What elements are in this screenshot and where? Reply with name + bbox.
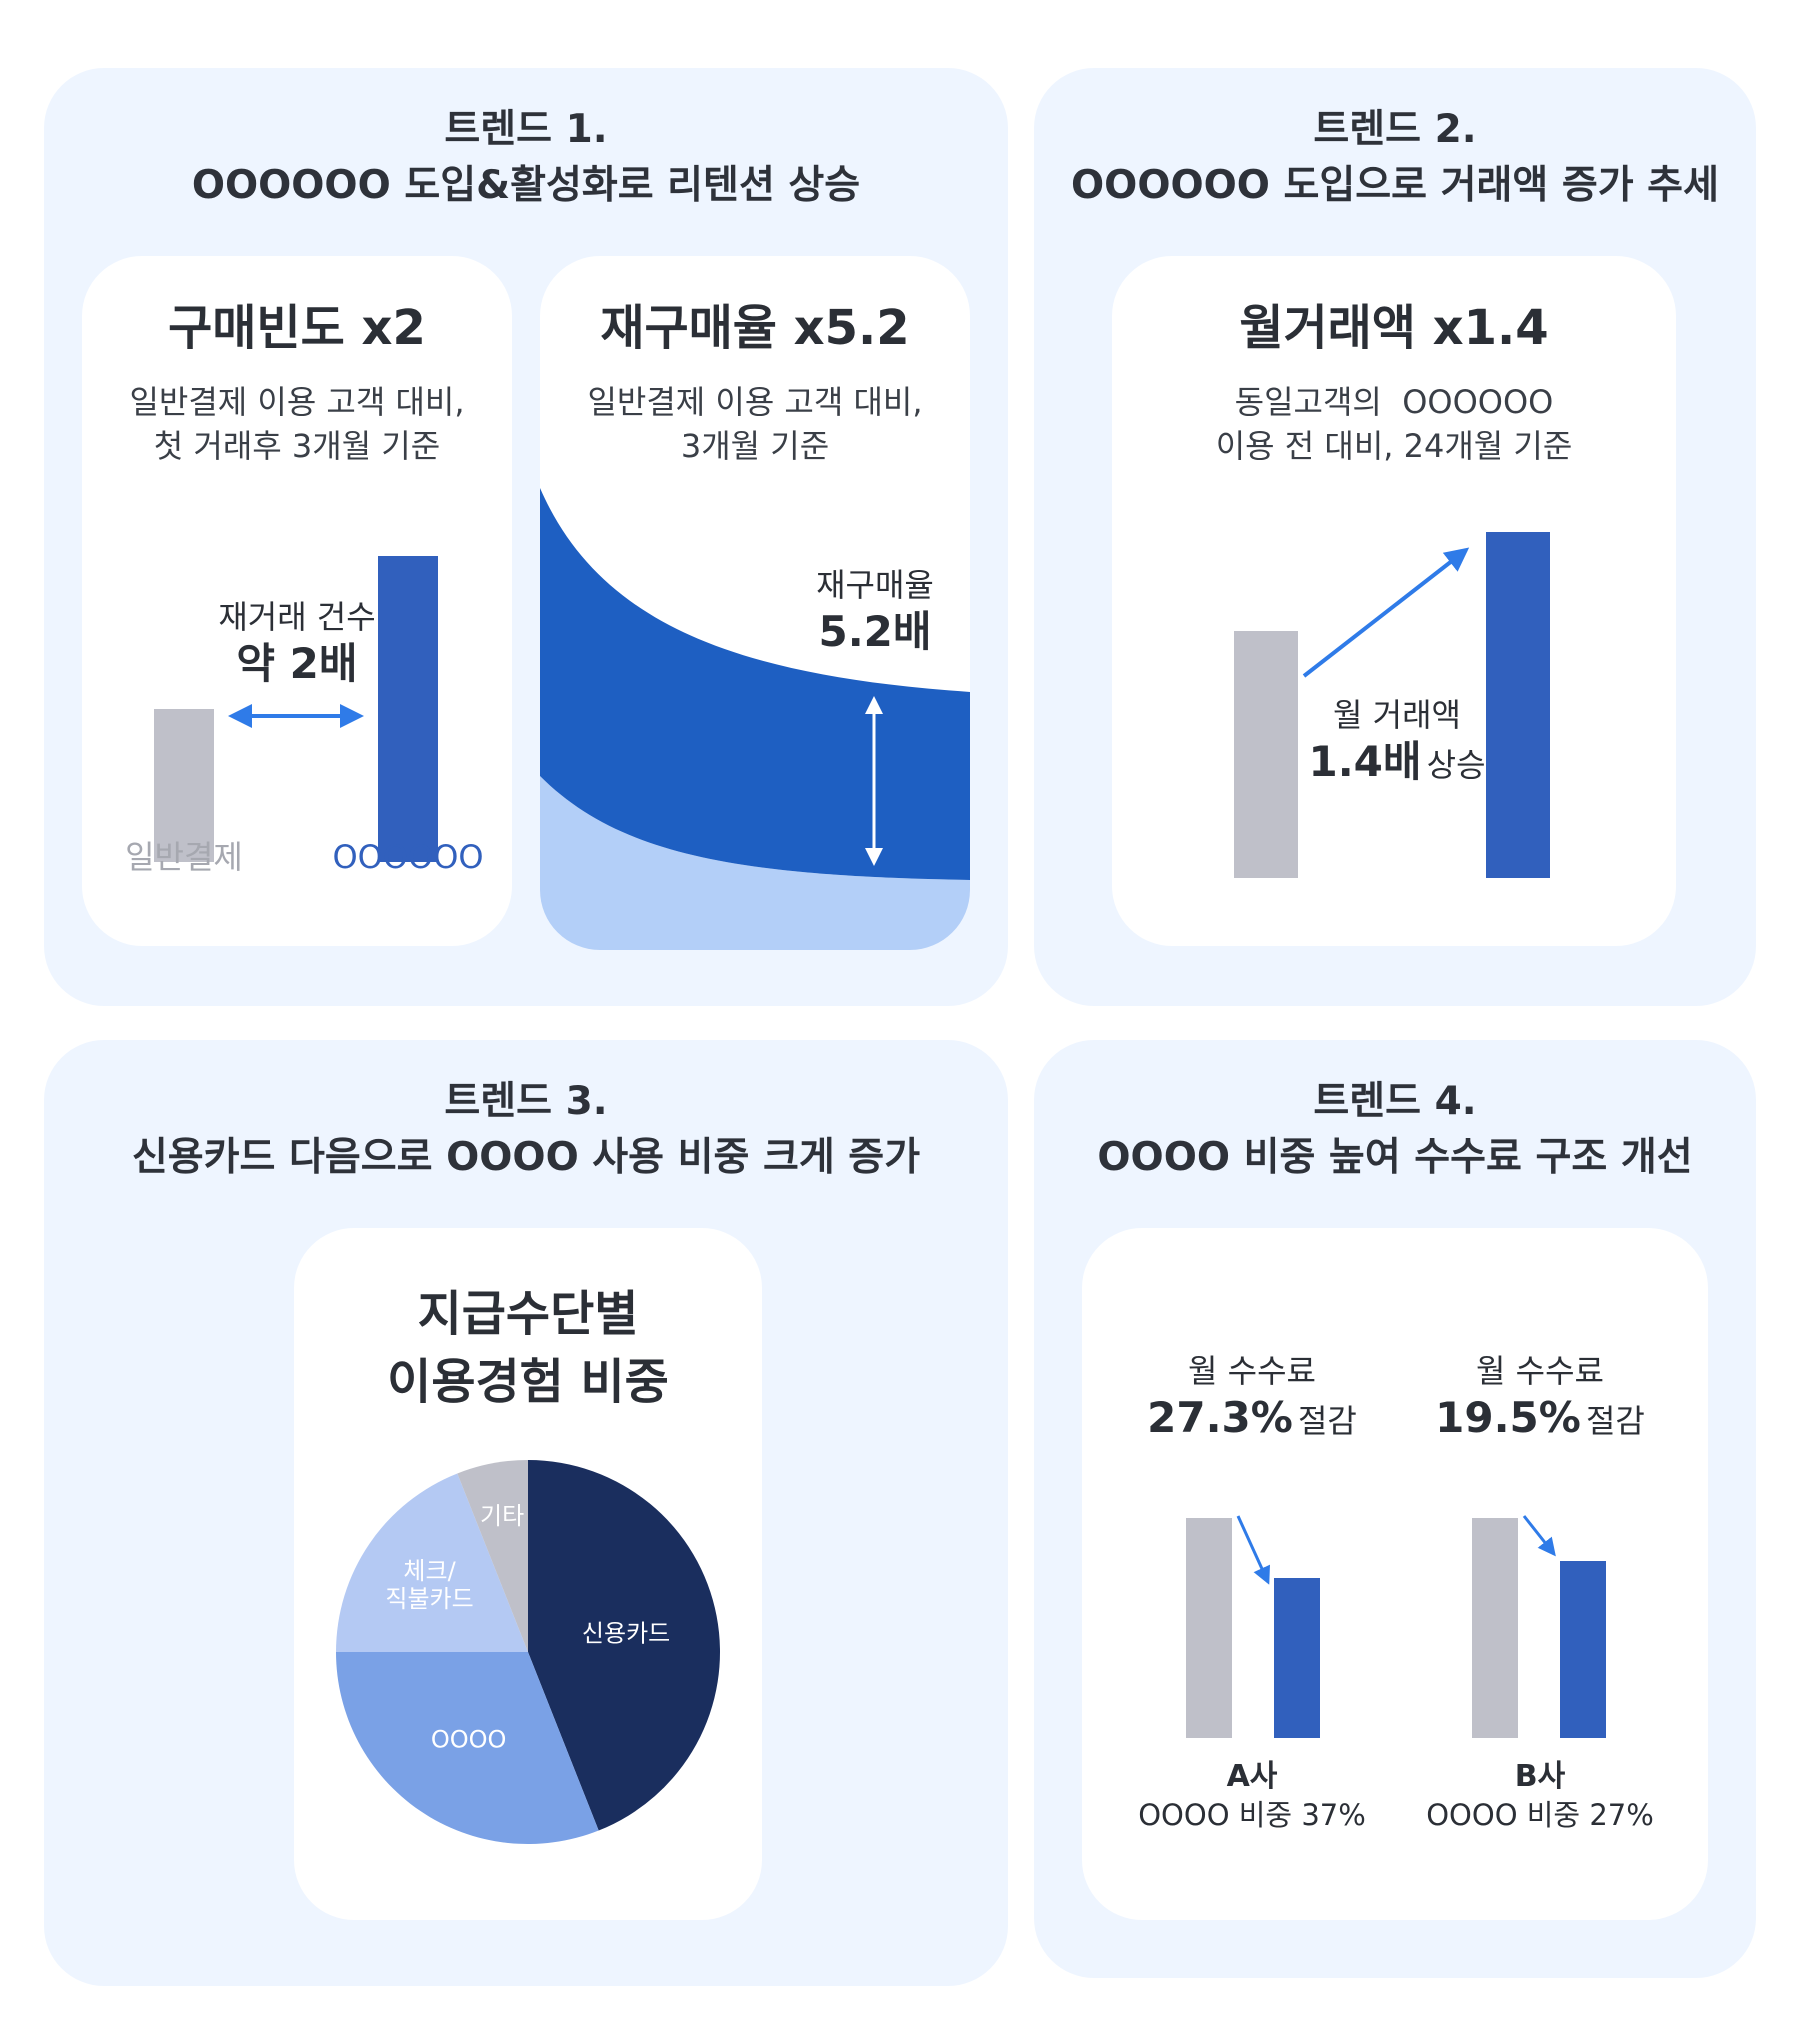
monthly-volume-sub1: 동일고객의 OOOOOO: [1234, 383, 1554, 421]
fee-a-arrow-icon: [1236, 1515, 1270, 1585]
trend3-title-line2: 신용카드 다음으로 OOOO 사용 비중 크게 증가: [131, 1135, 921, 1180]
fee-structure-card: 월 수수료 27.3% 절감 A사 OOOO 비중 37% 월 수수료 19.5…: [1082, 1228, 1708, 1920]
payment-share-title-line1: 지급수단별: [417, 1286, 639, 1342]
fee-a-head-label: 월 수수료: [1188, 1352, 1316, 1390]
pie-slice-other: [457, 1460, 528, 1652]
fee-b-bar-after: [1560, 1560, 1606, 1738]
pie-slice-credit-card: [528, 1460, 721, 1831]
pie-slice-check-card: [336, 1473, 528, 1652]
fee-b-arrow-icon: [1522, 1515, 1556, 1557]
fee-b-suffix: 절감: [1585, 1402, 1645, 1440]
trend4-title-line1: 트렌드 4.: [1313, 1079, 1477, 1124]
fee-b-company: B사: [1514, 1759, 1566, 1794]
trend4-panel: 트렌드 4. OOOO 비중 높여 수수료 구조 개선 월 수수료 27.3% …: [1034, 1040, 1756, 1978]
bar-after: [1486, 532, 1550, 878]
trend1-panel: 트렌드 1. OOOOOO 도입&활성화로 리텐션 상승 구매빈도 x2 일반결…: [44, 68, 1008, 1006]
fee-a-suffix: 절감: [1297, 1402, 1357, 1440]
monthly-volume-sub2: 이용 전 대비, 24개월 기준: [1215, 427, 1573, 465]
bar-oooooo: [378, 556, 438, 862]
area-oooooo: [540, 488, 970, 880]
purchase-frequency-sub2: 첫 거래후 3개월 기준: [153, 427, 441, 465]
double-arrow-icon: [228, 704, 364, 728]
repurchase-rate-sub1: 일반결제 이용 고객 대비,: [587, 383, 923, 421]
pie-label-credit-card: 신용카드: [582, 1619, 670, 1647]
repurchase-rate-title: 재구매율 x5.2: [600, 300, 910, 356]
area-general-payment: [540, 776, 970, 950]
fee-a-company: A사: [1226, 1759, 1278, 1794]
rebuy-count-label: 재거래 건수: [218, 598, 376, 636]
trend1-title-line2: OOOOOO 도입&활성화로 리텐션 상승: [191, 163, 861, 208]
trend2-title-line2: OOOOOO 도입으로 거래액 증가 추세: [1071, 163, 1719, 208]
fee-b-head-line: 19.5% 절감: [1390, 1392, 1690, 1453]
pie-label-oooo: OOOO: [431, 1725, 507, 1753]
trend2-panel: 트렌드 2. OOOOOO 도입으로 거래액 증가 추세 월거래액 x1.4 동…: [1034, 68, 1756, 1006]
fee-b-value: 19.5%: [1435, 1393, 1581, 1442]
payment-share-card: 지급수단별 이용경험 비중 신용카드 OOOO 체크/직불카드 기타: [294, 1228, 762, 1920]
repurchase-area-chart: [540, 488, 970, 950]
label-general-payment: 일반결제: [125, 838, 243, 876]
fee-a-bar-before: [1186, 1518, 1232, 1738]
repurchase-rate-sub2: 3개월 기준: [680, 427, 830, 465]
purchase-frequency-title: 구매빈도 x2: [168, 300, 426, 356]
pie-slice-oooo: [336, 1652, 599, 1844]
purchase-frequency-card: 구매빈도 x2 일반결제 이용 고객 대비, 첫 거래후 3개월 기준 재거래 …: [82, 256, 512, 946]
label-oooooo: OOOOOO: [332, 838, 484, 876]
monthly-volume-card: 월거래액 x1.4 동일고객의 OOOOOO 이용 전 대비, 24개월 기준 …: [1112, 256, 1676, 946]
monthly-volume-title: 월거래액 x1.4: [1239, 300, 1549, 356]
fee-b-share: OOOO 비중 27%: [1426, 1798, 1654, 1832]
pie-label-other: 기타: [480, 1502, 524, 1530]
repurchase-rate-card: 재구매율 x5.2 일반결제 이용 고객 대비, 3개월 기준 재구매율 5.2…: [540, 256, 970, 950]
fee-a-value: 27.3%: [1147, 1393, 1293, 1442]
fee-b-head-label: 월 수수료: [1476, 1352, 1604, 1390]
bar-general-payment: [154, 709, 214, 862]
monthly-volume-annot-line: 1.4배 상승: [1262, 736, 1532, 797]
rising-arrow-icon: [1302, 547, 1470, 678]
monthly-volume-annot-suffix: 상승: [1426, 746, 1486, 784]
pie-label-check-card: 체크/직불카드: [385, 1557, 473, 1613]
trend1-title-line1: 트렌드 1.: [444, 107, 608, 152]
trend3-panel: 트렌드 3. 신용카드 다음으로 OOOO 사용 비중 크게 증가 지급수단별 …: [44, 1040, 1008, 1986]
purchase-frequency-sub1: 일반결제 이용 고객 대비,: [129, 383, 465, 421]
fee-b-bar-before: [1472, 1518, 1518, 1738]
trend2-title-line1: 트렌드 2.: [1313, 107, 1477, 152]
rebuy-count-value: 약 2배: [236, 639, 358, 688]
bar-before: [1234, 630, 1298, 878]
fee-a-bar-after: [1274, 1578, 1320, 1738]
fee-a-head-line: 27.3% 절감: [1102, 1392, 1402, 1453]
fee-decrease-arrows: [1236, 1515, 1556, 1585]
trend4-title-line2: OOOO 비중 높여 수수료 구조 개선: [1097, 1135, 1693, 1180]
trend3-title-line1: 트렌드 3.: [444, 1079, 608, 1124]
fee-a-share: OOOO 비중 37%: [1138, 1798, 1366, 1832]
repurchase-annot-label: 재구매율: [816, 566, 934, 604]
monthly-volume-annot-label: 월 거래액: [1333, 696, 1461, 734]
monthly-volume-annot-value: 1.4배: [1308, 737, 1422, 786]
payment-share-title-line2: 이용경험 비중: [387, 1354, 669, 1410]
repurchase-annot-value: 5.2배: [818, 607, 932, 656]
